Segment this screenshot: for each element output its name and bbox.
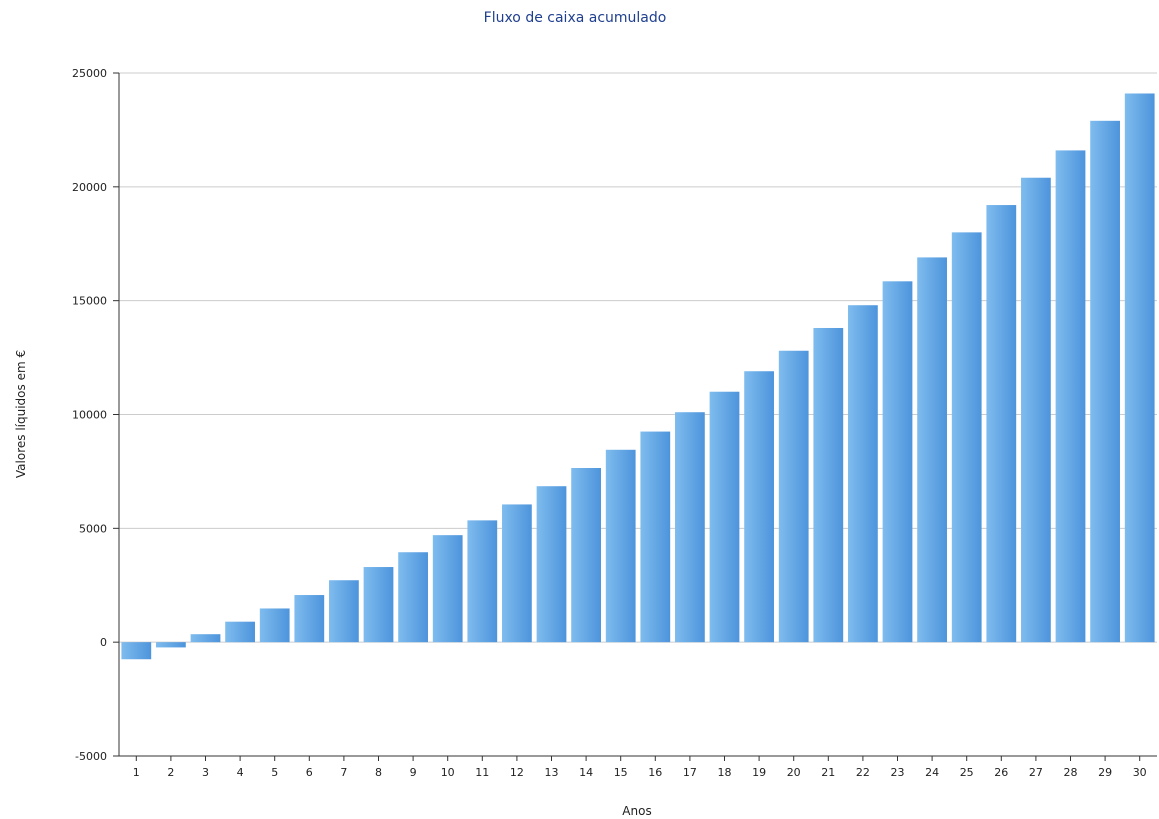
x-tick-label: 17 xyxy=(683,766,697,779)
y-tick-label: 20000 xyxy=(72,181,107,194)
bar-year-13 xyxy=(536,486,567,643)
chart-title: Fluxo de caixa acumulado xyxy=(484,10,667,26)
bar-year-2 xyxy=(156,642,186,648)
x-tick-label: 23 xyxy=(891,766,905,779)
x-tick-label: 15 xyxy=(614,766,628,779)
bar-year-4 xyxy=(225,621,255,643)
bar-year-1 xyxy=(121,642,152,660)
bar-year-26 xyxy=(986,205,1017,643)
x-tick-label: 14 xyxy=(579,766,593,779)
bar-year-16 xyxy=(640,431,671,643)
x-tick-label: 19 xyxy=(752,766,766,779)
x-tick-label: 4 xyxy=(237,766,244,779)
x-tick-label: 1 xyxy=(133,766,140,779)
x-tick-label: 30 xyxy=(1133,766,1147,779)
y-tick-labels: -5000 0 5000 10000 15000 20000 25000 xyxy=(72,67,119,763)
x-tick-label: 21 xyxy=(821,766,835,779)
bar-year-24 xyxy=(917,257,947,643)
bar-year-15 xyxy=(605,449,636,643)
bar-year-25 xyxy=(951,232,982,643)
bar-year-21 xyxy=(813,327,844,643)
bar-year-29 xyxy=(1090,120,1120,643)
y-tick-label: 10000 xyxy=(72,409,107,422)
x-tick-label: 29 xyxy=(1098,766,1112,779)
x-tick-label: 11 xyxy=(475,766,489,779)
x-tick-label: 12 xyxy=(510,766,524,779)
bar-year-8 xyxy=(363,567,394,643)
x-axis-label: Anos xyxy=(622,804,651,818)
x-tick-label: 10 xyxy=(441,766,455,779)
bar-year-14 xyxy=(571,468,601,643)
bar-year-9 xyxy=(398,552,428,643)
bar-year-12 xyxy=(502,504,532,643)
x-tick-labels: 1 2 3 4 5 6 7 8 9 10 11 12 13 14 15 16 17 18 19 20 21 22 23 24 2… xyxy=(133,756,1147,779)
x-tick-label: 13 xyxy=(545,766,559,779)
x-tick-label: 2 xyxy=(167,766,174,779)
bar-year-5 xyxy=(259,608,290,643)
bar-year-10 xyxy=(432,535,463,643)
x-tick-label: 27 xyxy=(1029,766,1043,779)
y-axis-label: Valores líquidos em € xyxy=(14,350,28,478)
gridlines xyxy=(119,72,1157,643)
y-tick-label: 5000 xyxy=(79,522,107,535)
bar-year-28 xyxy=(1055,150,1086,643)
bar-year-6 xyxy=(294,595,325,643)
bar-year-27 xyxy=(1021,177,1051,643)
bar-year-23 xyxy=(882,281,913,643)
bar-year-30 xyxy=(1124,93,1155,643)
bar-year-7 xyxy=(329,580,359,643)
x-tick-label: 18 xyxy=(718,766,732,779)
x-tick-label: 16 xyxy=(648,766,662,779)
bar-year-19 xyxy=(744,371,774,643)
x-tick-label: 28 xyxy=(1064,766,1078,779)
bar-year-11 xyxy=(467,520,498,643)
x-tick-label: 7 xyxy=(340,766,347,779)
y-tick-label: 0 xyxy=(100,636,107,649)
x-tick-label: 9 xyxy=(410,766,417,779)
x-tick-label: 5 xyxy=(271,766,278,779)
y-tick-label: -5000 xyxy=(75,750,107,763)
bar-year-20 xyxy=(778,350,809,643)
bar-year-3 xyxy=(190,634,221,643)
bar-year-17 xyxy=(675,412,705,643)
y-tick-label: 25000 xyxy=(72,67,107,80)
x-tick-label: 26 xyxy=(994,766,1008,779)
y-tick-label: 15000 xyxy=(72,295,107,308)
x-tick-label: 25 xyxy=(960,766,974,779)
bars xyxy=(121,93,1155,660)
x-tick-label: 24 xyxy=(925,766,939,779)
x-tick-label: 8 xyxy=(375,766,382,779)
bar-year-18 xyxy=(709,391,740,643)
x-tick-label: 20 xyxy=(787,766,801,779)
x-tick-label: 3 xyxy=(202,766,209,779)
bar-year-22 xyxy=(848,305,878,643)
x-tick-label: 22 xyxy=(856,766,870,779)
x-tick-label: 6 xyxy=(306,766,313,779)
